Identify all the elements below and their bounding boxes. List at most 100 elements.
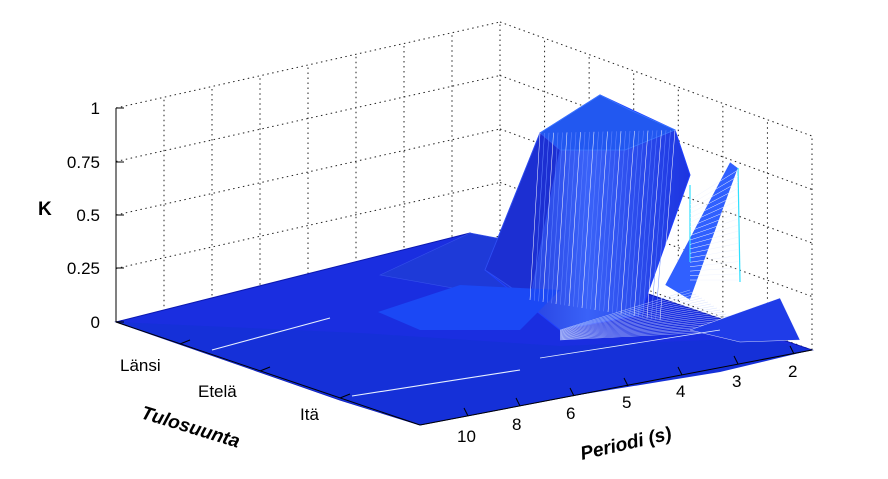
surface-streak-2 [351,369,521,397]
z-tick-label: 0 [91,313,100,332]
x-tick-mark [179,339,191,345]
surface-mesh-line [564,132,577,306]
surface-mesh-line [689,169,739,201]
surface-edge-cyan-2 [737,167,741,283]
y-tick-label: 10 [457,427,476,446]
surface-mesh-line [559,291,694,331]
y-axis-line [419,349,813,426]
surface-mesh-line [559,311,724,336]
z-axis-label: K [38,199,52,220]
surface-mesh-line [559,319,736,338]
surface-mesh-line [559,299,706,333]
surface-right-fan [689,297,801,343]
surface-floor-near [116,322,812,425]
x-tick-label: Etelä [198,382,237,401]
surface-mesh-line [555,132,568,305]
surface-mesh-line [603,131,617,312]
surface-mesh-line [559,305,715,335]
surface-mesh-line [655,130,671,320]
surface-mesh-line [689,200,739,223]
surface-mesh-line [629,130,644,316]
surface-mesh-line [625,130,640,315]
surface-mesh-line [559,313,727,337]
surface-mesh-line [642,130,658,318]
surface-mesh-line [616,130,631,314]
surface-mesh-line [559,315,730,337]
surface-mesh-line [599,131,613,311]
surface-mesh-line [651,130,667,319]
surface-mesh-line [689,230,739,245]
x-tick-mark [259,366,271,372]
surface-mesh-line [559,317,733,338]
surface-mesh-line [559,295,700,332]
surface-mesh-line [689,243,739,254]
surface-mesh-line [551,132,563,304]
surface-mesh-line [689,224,739,241]
surface-mesh-line [689,206,739,227]
surface-mesh-line [560,132,572,305]
z-axis-ticks: 0 0.25 0.5 0.75 1 [67,99,124,332]
surface-mesh-line [638,130,653,317]
surface-bowl [378,285,560,330]
surface-mesh-line [689,194,739,219]
y-tick-mark [677,366,683,376]
surface-mesh-line [586,131,599,309]
surface-mesh-line [689,249,739,259]
surface-mesh-line [594,131,608,311]
surface-mesh-line [559,297,703,333]
grid-line-horizontal [499,21,813,137]
surface-mesh-line [689,273,739,276]
surface-mesh-line [568,132,581,307]
surface-mesh-line [559,301,709,334]
y-tick-label: 6 [566,404,575,423]
x-axis-label: Tulosuunta [139,403,243,453]
x-tick-label: Länsi [120,356,161,375]
x-tick-mark [339,393,351,399]
x-axis-ticks: Länsi Etelä Itä [120,339,351,424]
y-tick-label: 3 [732,372,741,391]
surface-mesh-line [534,132,545,301]
surface-mesh-line [689,182,739,210]
surface-mesh-line [590,131,604,310]
surface-mesh-line [559,309,721,336]
surface-mesh-line [633,130,649,317]
grid-line-horizontal [115,75,501,162]
grid-line-horizontal [115,182,501,269]
surface-mesh-line [689,188,739,214]
y-tick-mark [789,345,795,355]
x-tick-label: Itä [300,405,319,424]
surface-mesh-line [659,129,676,321]
surface-streak [211,317,331,351]
y-tick-label: 8 [512,415,521,434]
surface-mesh-line [620,130,635,315]
surface-mesh-line [573,131,586,307]
y-tick-label: 4 [676,382,685,401]
y-tick-label: 2 [788,362,797,381]
surface-mesh-line [529,132,541,301]
surface-mesh-line [607,131,622,313]
surface-mesh-line [612,131,626,313]
surface-mesh-line [559,307,718,335]
surface-mesh-line [689,236,739,250]
y-tick-mark [569,387,575,397]
surface-mesh-line [689,255,739,263]
surface-mesh-line [577,131,590,308]
y-axis-label: Periodi (s) [578,424,673,465]
surface-mesh-line [581,131,595,309]
surface-mesh-line [547,132,559,303]
x-axis-line [115,321,421,426]
surface-mesh-line [559,289,691,331]
grid-line-horizontal [115,21,501,109]
y-tick-mark [463,407,469,417]
surface-mesh-line [538,132,550,302]
z-tick-label: 1 [91,99,100,118]
y-axis-ticks: 10 8 6 5 4 3 2 [457,345,797,446]
surface-streak-3 [539,329,721,359]
grid-line-horizontal [115,128,501,216]
y-tick-mark [623,377,629,387]
surface-mesh-line [689,261,739,267]
z-tick-label: 0.75 [67,153,100,172]
y-tick-mark [515,397,521,407]
surface-mesh-line [542,132,554,303]
